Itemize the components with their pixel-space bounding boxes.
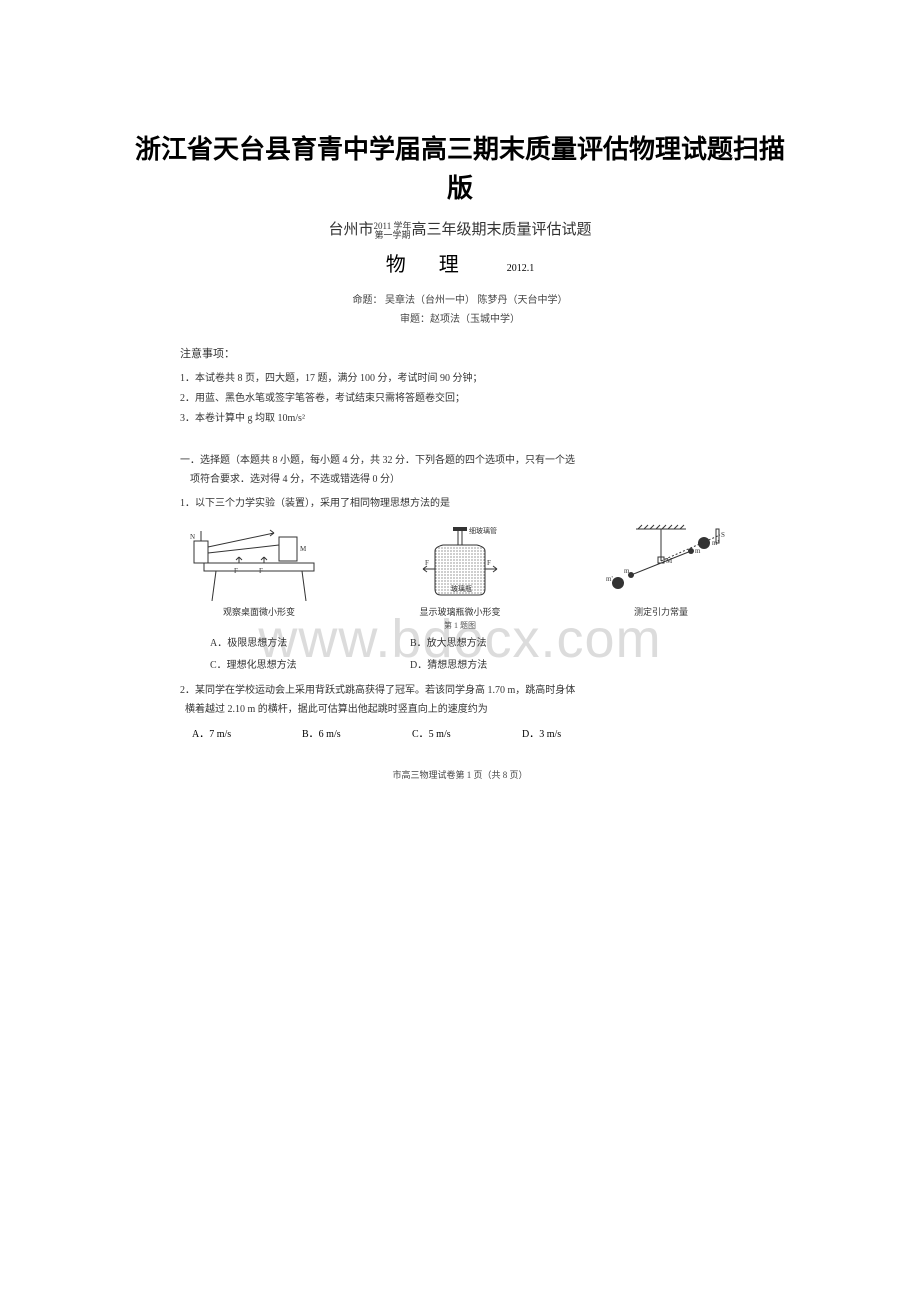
question-1: 1．以下三个力学实验（装置），采用了相同物理思想方法的是	[180, 495, 740, 513]
notes-list: 1．本试卷共 8 页，四大题，17 题，满分 100 分，考试时间 90 分钟；…	[180, 369, 740, 429]
figure-1-svg: N M F F	[184, 523, 334, 601]
svg-text:玻璃瓶: 玻璃瓶	[451, 584, 472, 593]
svg-text:m: m	[695, 547, 701, 555]
q1-options: A．极限思想方法 B．放大思想方法 C．理想化思想方法 D．猜想思想方法	[180, 633, 740, 677]
svg-text:m: m	[624, 567, 630, 575]
q2-option-a: A．7 m/s	[192, 725, 302, 740]
exam-header: 台州市2011 学年第一学期高三年级期末质量评估试题	[180, 218, 740, 240]
option-c: C．理想化思想方法	[210, 655, 410, 677]
figure-number: 第 1 题图	[180, 620, 740, 631]
q2-option-d: D．3 m/s	[522, 725, 632, 740]
header-prefix: 台州市	[329, 222, 374, 238]
figure-1: N M F F 观察桌面微小形变	[184, 523, 334, 618]
figure-2-caption: 显示玻璃瓶微小形变	[405, 605, 515, 618]
svg-text:S: S	[721, 531, 725, 539]
note-1: 1．本试卷共 8 页，四大题，17 题，满分 100 分，考试时间 90 分钟；	[180, 369, 740, 389]
section-1-line-1: 一．选择题（本题共 8 小题，每小题 4 分，共 32 分．下列各题的四个选项中…	[180, 455, 575, 466]
q2-option-b: B．6 m/s	[302, 725, 412, 740]
svg-text:F: F	[259, 567, 263, 575]
figure-3-caption: 测定引力常量	[586, 605, 736, 618]
credit-line-1: 命题： 吴章法（台州一中） 陈梦丹（天台中学）	[180, 291, 740, 310]
svg-text:M: M	[300, 545, 307, 553]
figure-2: 细玻璃管 玻璃瓶 F F 显示玻璃瓶微小形变	[405, 523, 515, 618]
figure-3-svg: M m m m' m' S	[586, 523, 736, 601]
svg-text:F: F	[234, 567, 238, 575]
q2-option-c: C．5 m/s	[412, 725, 522, 740]
credits: 命题： 吴章法（台州一中） 陈梦丹（天台中学） 审题：赵项法（玉城中学）	[180, 291, 740, 329]
option-a: A．极限思想方法	[210, 633, 410, 655]
credit-line-2: 审题：赵项法（玉城中学）	[180, 310, 740, 329]
exam-date: 2012.1	[507, 263, 535, 274]
page-footer: 市高三物理试卷第 1 页（共 8 页）	[180, 768, 740, 781]
notes-title: 注意事项：	[180, 345, 740, 361]
section-1-title: 一．选择题（本题共 8 小题，每小题 4 分，共 32 分．下列各题的四个选项中…	[180, 451, 740, 489]
section-1-line-2: 项符合要求．选对得 4 分，不选或错选得 0 分）	[190, 474, 400, 485]
header-suffix: 高三年级期末质量评估试题	[411, 222, 591, 238]
title-line-2: 版	[447, 173, 473, 203]
page-title: 浙江省天台县育青中学届高三期末质量评估物理试题扫描 版	[0, 0, 920, 208]
exam-subject: 物 理 2012.1	[180, 248, 740, 277]
note-2: 2．用蓝、黑色水笔或签字笔答卷，考试结束只需将答题卷交回；	[180, 389, 740, 409]
svg-text:F: F	[425, 559, 429, 567]
exam-content: 台州市2011 学年第一学期高三年级期末质量评估试题 物 理 2012.1 命题…	[180, 218, 740, 781]
note-3: 3．本卷计算中 g 均取 10m/s²	[180, 409, 740, 429]
header-sup-bot: 第一学期	[374, 230, 410, 240]
question-2: 2．某同学在学校运动会上采用背跃式跳高获得了冠军。若该同学身高 1.70 m，跳…	[180, 681, 740, 719]
figure-1-caption: 观察桌面微小形变	[184, 605, 334, 618]
svg-text:m': m'	[606, 575, 613, 583]
title-line-1: 浙江省天台县育青中学届高三期末质量评估物理试题扫描	[135, 134, 785, 164]
svg-text:细玻璃管: 细玻璃管	[469, 526, 497, 535]
subject-label: 物 理	[386, 254, 473, 276]
figures-row: N M F F 观察桌面微小形变	[180, 523, 740, 618]
option-d: D．猜想思想方法	[410, 655, 610, 677]
q2-line-2: 横着越过 2.10 m 的横杆，据此可估算出他起跳时竖直向上的速度约为	[185, 704, 488, 715]
figure-3: M m m m' m' S 测定引力常量	[586, 523, 736, 618]
svg-text:N: N	[190, 533, 195, 541]
q2-line-1: 2．某同学在学校运动会上采用背跃式跳高获得了冠军。若该同学身高 1.70 m，跳…	[180, 685, 575, 696]
figure-2-svg: 细玻璃管 玻璃瓶 F F	[405, 523, 515, 601]
svg-text:F: F	[487, 559, 491, 567]
q2-options: A．7 m/s B．6 m/s C．5 m/s D．3 m/s	[180, 725, 740, 740]
option-b: B．放大思想方法	[410, 633, 610, 655]
